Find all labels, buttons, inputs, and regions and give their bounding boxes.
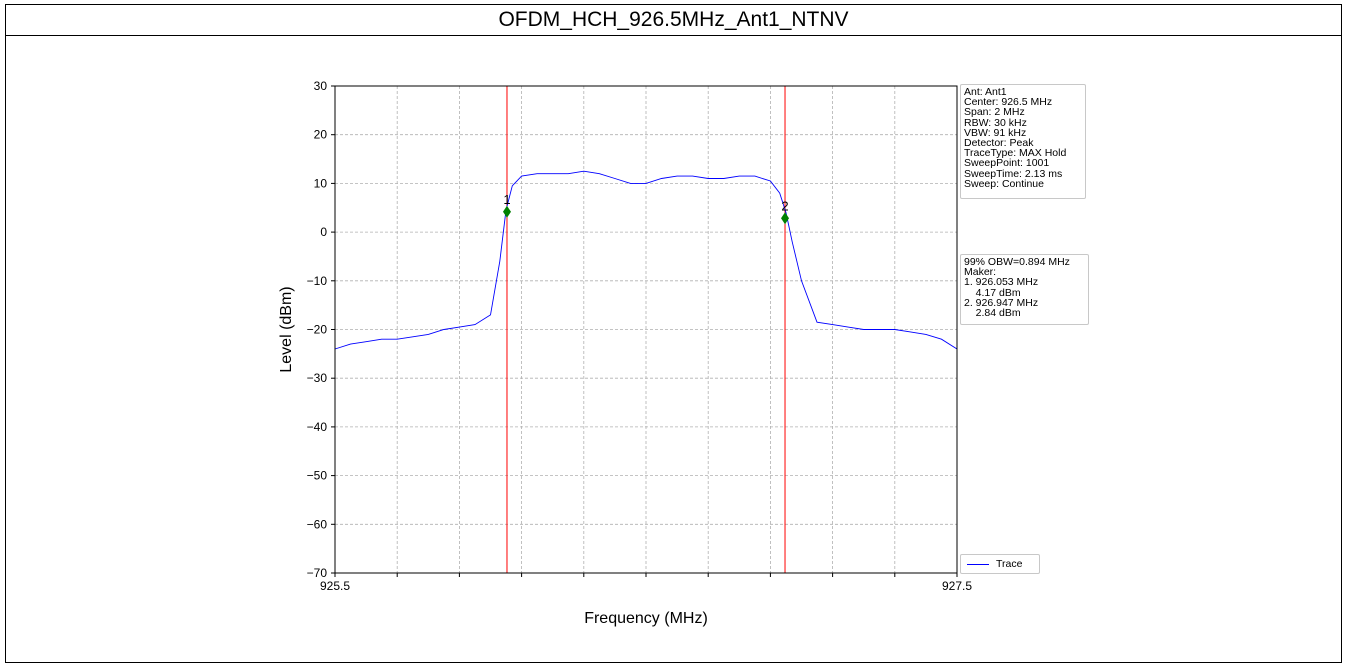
plot-area (334, 85, 958, 574)
x-axis-label: Frequency (MHz) (584, 610, 708, 627)
y-tick-label: −40 (307, 420, 328, 434)
y-tick-label: −70 (307, 566, 328, 580)
marker-1-diamond (502, 205, 511, 218)
marker-2-diamond (781, 212, 790, 225)
trace-line (334, 170, 958, 350)
y-tick-label: 20 (314, 128, 328, 142)
legend-trace-swatch (967, 564, 989, 565)
y-tick-label: −30 (307, 371, 328, 385)
page-title: OFDM_HCH_926.5MHz_Ant1_NTNV (6, 5, 1341, 36)
y-tick-label: −60 (307, 517, 328, 531)
figure-frame: OFDM_HCH_926.5MHz_Ant1_NTNV (5, 4, 1342, 663)
marker-1-label: 1 (503, 192, 510, 207)
marker-2-label: 2 (781, 198, 788, 213)
y-tick-label: 10 (314, 176, 328, 190)
y-tick-label: 0 (320, 225, 327, 239)
y-tick-label: −50 (307, 469, 328, 483)
y-tick-label: 30 (314, 79, 328, 93)
obw-result-annotation: 99% OBW=0.894 MHz Maker: 1. 926.053 MHz … (960, 254, 1089, 325)
x-tick-label: 925.5 (320, 579, 350, 593)
y-axis-label: Level (dBm) (278, 286, 295, 372)
y-tick-label: −10 (307, 274, 328, 288)
legend: Trace (960, 554, 1040, 574)
y-tick-label: −20 (307, 323, 328, 337)
x-tick-label: 927.5 (942, 579, 972, 593)
settings-annotation: Ant: Ant1 Center: 926.5 MHz Span: 2 MHz … (960, 84, 1086, 199)
legend-trace-label: Trace (996, 558, 1023, 570)
